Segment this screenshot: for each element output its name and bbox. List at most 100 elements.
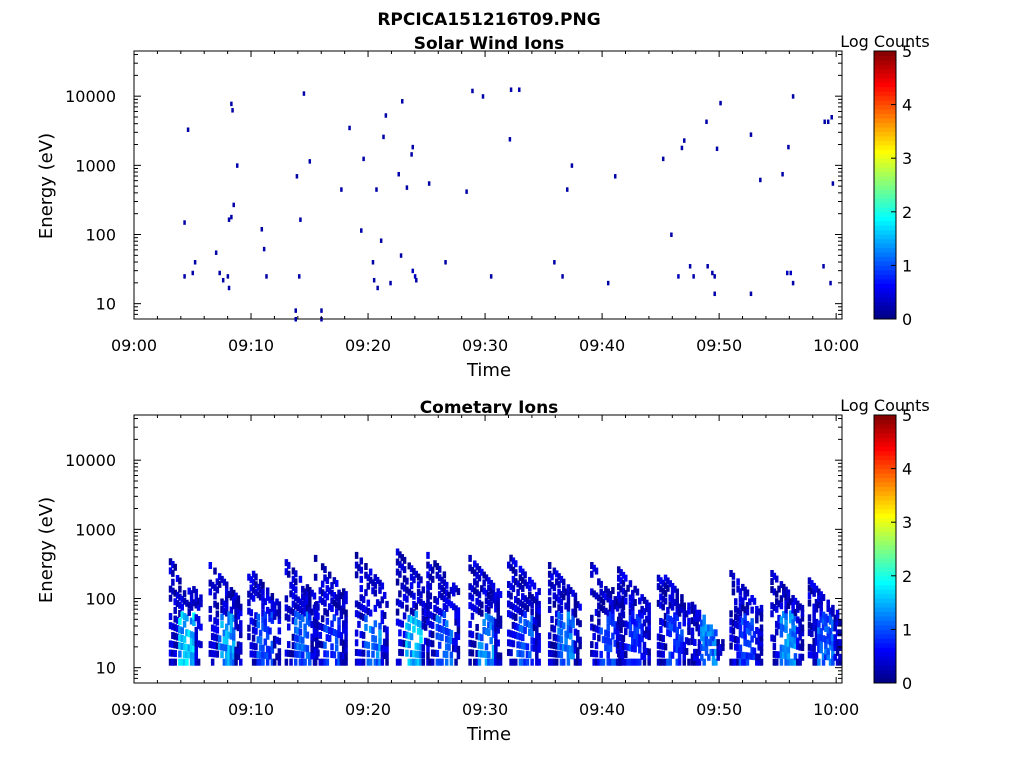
data-bin — [416, 596, 421, 604]
data-bin — [647, 617, 651, 625]
data-bin — [509, 658, 513, 666]
data-bin — [442, 618, 447, 626]
data-bin — [189, 631, 194, 639]
data-bin — [325, 658, 330, 666]
data-bin — [180, 658, 184, 666]
colorbar-segment — [874, 464, 896, 470]
data-bin — [236, 601, 241, 609]
data-bin — [826, 647, 830, 655]
colorbar-segment — [874, 678, 896, 684]
data-bin — [675, 633, 679, 641]
data-bin — [421, 600, 426, 608]
data-bin — [423, 609, 428, 617]
data-bin — [812, 658, 816, 666]
data-bin — [677, 274, 680, 279]
data-bin — [807, 599, 812, 607]
data-bin — [494, 638, 498, 646]
data-bin — [175, 633, 180, 641]
data-bin — [334, 630, 339, 638]
data-bin — [831, 604, 835, 612]
data-bin — [793, 642, 798, 650]
data-bin — [182, 635, 187, 643]
data-bin — [772, 588, 777, 596]
data-bin — [251, 642, 256, 650]
data-bin — [682, 619, 687, 627]
data-bin — [547, 579, 552, 587]
data-bin — [473, 569, 477, 577]
data-bin — [693, 653, 697, 661]
data-bin — [231, 658, 236, 666]
data-bin — [682, 658, 687, 666]
colorbar-segment — [874, 531, 896, 537]
data-bin — [265, 587, 270, 595]
data-bin — [173, 632, 177, 640]
data-bin — [354, 658, 359, 666]
data-bin — [704, 629, 709, 637]
colorbar-segment — [874, 296, 896, 302]
data-bin — [647, 653, 651, 661]
data-bin — [344, 615, 348, 623]
data-bin — [220, 598, 224, 606]
colorbar-segment — [874, 202, 896, 208]
data-bin — [719, 100, 722, 106]
colorbar-segment — [874, 607, 896, 613]
data-bin — [359, 631, 364, 639]
data-bin — [378, 629, 382, 637]
data-bin — [606, 644, 610, 652]
data-bin — [777, 600, 781, 608]
data-bin — [824, 624, 828, 632]
data-bin — [721, 644, 725, 652]
data-bin — [573, 628, 578, 636]
data-bin — [238, 658, 243, 666]
colorbar-segment — [874, 122, 896, 128]
data-bin — [213, 650, 217, 658]
data-bin — [442, 650, 447, 658]
data-bin — [251, 634, 256, 642]
data-bin — [786, 652, 791, 660]
colorbar-segment — [874, 274, 896, 280]
data-bin — [224, 581, 229, 589]
data-bin — [835, 658, 840, 666]
data-bin — [249, 642, 254, 650]
data-bin — [426, 658, 430, 666]
data-bin — [400, 563, 404, 571]
data-bin — [729, 618, 733, 626]
colorbar-segment — [874, 468, 896, 474]
data-bin — [590, 588, 594, 596]
data-bin — [199, 641, 203, 649]
data-bin — [402, 556, 407, 564]
data-bin — [621, 642, 626, 650]
data-bin — [407, 641, 412, 649]
data-bin — [421, 622, 426, 630]
data-bin — [523, 595, 527, 603]
data-bin — [373, 658, 378, 666]
data-bin — [680, 145, 684, 151]
data-bin — [779, 630, 784, 638]
data-bin — [814, 632, 819, 640]
data-bin — [550, 641, 554, 649]
data-bin — [229, 606, 234, 614]
data-bin — [511, 566, 516, 574]
data-bin — [647, 612, 651, 620]
data-bin — [597, 578, 601, 586]
data-bin — [320, 641, 325, 649]
data-bin — [661, 619, 665, 627]
data-bin — [835, 614, 840, 622]
data-bin — [528, 621, 532, 629]
data-bin — [736, 614, 740, 622]
data-bin — [606, 595, 610, 603]
data-bin — [293, 594, 298, 602]
data-bin — [535, 605, 539, 613]
data-bin — [435, 632, 440, 640]
data-bin — [261, 602, 265, 610]
data-bin — [316, 640, 320, 648]
data-bin — [384, 113, 388, 118]
data-bin — [444, 597, 449, 605]
data-bin — [407, 562, 412, 570]
data-bin — [537, 658, 541, 666]
data-bin — [414, 610, 419, 618]
data-bin — [284, 568, 289, 576]
data-bin — [759, 639, 764, 647]
data-bin — [498, 658, 503, 666]
data-bin — [750, 652, 754, 660]
